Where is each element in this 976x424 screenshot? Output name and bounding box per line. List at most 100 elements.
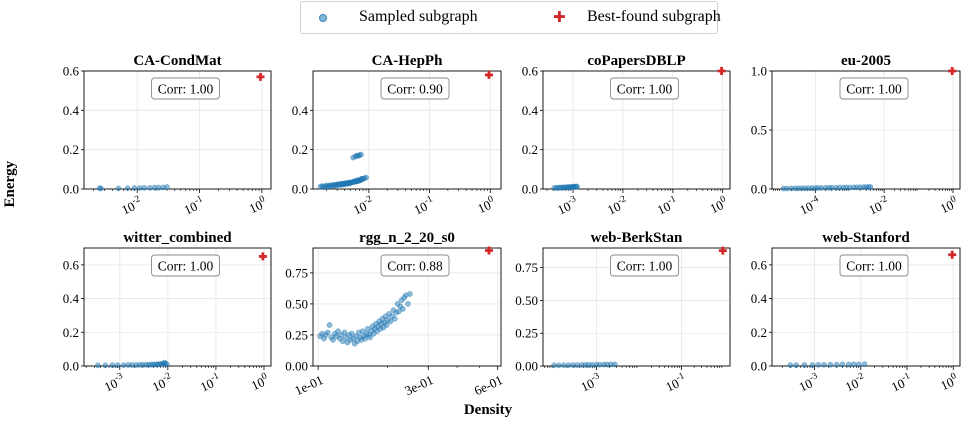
corr-box (151, 254, 220, 277)
sampled-point (574, 183, 580, 190)
sampled-point (850, 361, 857, 368)
panel-4: 0.0 0.2 0.4 0.6 10-3 10-2 10-1 100 witter_combin… (63, 230, 272, 395)
y-tick-label: 1.0 (751, 64, 767, 79)
best-marker-icon: ✚ (553, 8, 566, 26)
best-point (484, 70, 493, 79)
sampled-point (95, 362, 101, 369)
panel-title: CA-CondMat (133, 53, 221, 69)
axes-frame (312, 247, 502, 367)
sampled-point (358, 175, 365, 182)
sampled-point (560, 362, 567, 369)
best-point (948, 250, 957, 259)
x-tick-label: 10-2 (604, 194, 630, 217)
x-tick-label: 10-1 (411, 194, 437, 217)
x-tick-label: 10-2 (350, 194, 376, 217)
x-tick-label: 10-1 (663, 371, 689, 394)
x-tick-label: 1e-01 (292, 372, 325, 398)
legend-sampled-label: Sampled subgraph (359, 8, 478, 25)
y-tick-label: 0.6 (522, 64, 539, 79)
panel-title: CA-HepPh (372, 53, 443, 69)
corr-box (839, 254, 909, 277)
y-tick-label: 0.6 (751, 257, 768, 272)
panel-title: eu-2005 (841, 53, 891, 69)
x-tick-label: 6e-01 (472, 372, 505, 398)
corr-label: Corr: 1.00 (846, 259, 902, 274)
sampled-point (815, 361, 822, 368)
y-tick-label: 0.4 (522, 103, 539, 118)
best-point (258, 252, 267, 261)
x-tick-label: 10-2 (866, 194, 892, 217)
sampled-point (611, 361, 618, 368)
x-tick-label: 10-2 (149, 371, 175, 394)
x-tick-label: 10-1 (889, 371, 915, 394)
x-tick-label: 10-3 (578, 371, 604, 394)
y-tick-label: 0.50 (515, 293, 538, 308)
corr-label: Corr: 1.00 (158, 82, 214, 97)
corr-box (839, 77, 909, 100)
legend: Sampled subgraph ✚ Best-found subgraph (300, 1, 721, 34)
corr-label: Corr: 1.00 (617, 259, 673, 274)
y-tick-label: 0.4 (751, 291, 768, 306)
x-tick-label: 100 (475, 194, 498, 216)
y-tick-label: 0.0 (63, 182, 79, 197)
x-tick-label: 10-1 (654, 194, 680, 217)
x-tick-label: 100 (246, 194, 269, 216)
y-tick-label: 0.25 (285, 327, 308, 342)
y-tick-label: 0.2 (63, 325, 79, 340)
sampled-point (787, 362, 794, 369)
sampled-point (164, 184, 170, 190)
y-tick-label: 0.75 (515, 260, 538, 275)
sampled-point (335, 328, 341, 335)
x-tick-label: 10-1 (197, 371, 223, 394)
y-tick-label: 0.0 (292, 182, 308, 197)
sampled-point (801, 362, 808, 368)
corr-box (380, 77, 450, 100)
corr-label: Corr: 0.90 (387, 82, 443, 97)
sampled-point (324, 329, 331, 336)
corr-label: Corr: 0.88 (387, 259, 443, 274)
sampled-point (330, 337, 336, 343)
x-tick-label: 100 (937, 194, 960, 216)
panel-1: 0.0 0.2 0.4 10-2 10-1 100 CA-HepPh Corr: 0.90 (292, 53, 502, 218)
axes-frame (83, 70, 272, 190)
sampled-marker-icon (319, 14, 327, 22)
x-tick-label: 10-4 (797, 194, 823, 217)
y-tick-label: 0.2 (292, 142, 308, 157)
x-tick-label: 10-2 (119, 194, 145, 217)
x-tick-label: 100 (248, 371, 271, 393)
sampled-point (383, 322, 390, 328)
panel-title: coPapersDBLP (587, 53, 685, 69)
sampled-point (131, 185, 138, 191)
sampled-point (855, 361, 862, 368)
sampled-point (405, 301, 411, 307)
sampled-point (109, 362, 116, 369)
y-tick-label: 0.2 (751, 325, 767, 340)
sampled-point (400, 306, 406, 312)
y-tick-label: 0.6 (63, 64, 80, 79)
sampled-point (392, 315, 398, 322)
y-tick-label: 0.2 (522, 142, 538, 157)
panel-6: 0.00 0.25 0.50 0.75 10-3 10-1 web-BerkStan Corr… (515, 230, 731, 395)
corr-box (151, 77, 220, 100)
y-tick-label: 0.6 (63, 257, 80, 272)
y-tick-label: 0.2 (63, 142, 79, 157)
axes-frame (542, 70, 731, 190)
sampled-point (141, 184, 148, 191)
y-tick-label: 0.0 (63, 359, 79, 374)
corr-label: Corr: 1.00 (846, 82, 902, 97)
best-point (717, 67, 726, 75)
sampled-point (114, 362, 121, 369)
best-point (718, 246, 727, 255)
y-tick-label: 0.50 (285, 296, 308, 311)
sampled-point (821, 361, 827, 368)
x-axis-label: Density (463, 402, 513, 418)
sampled-point (407, 291, 413, 297)
x-tick-label: 10-1 (181, 194, 207, 217)
y-tick-label: 0.00 (515, 359, 538, 374)
corr-label: Corr: 1.00 (158, 259, 214, 274)
y-tick-label: 0.4 (292, 103, 309, 118)
sampled-point (358, 151, 364, 158)
panel-title: web-Stanford (822, 230, 910, 246)
axes-frame (312, 70, 502, 190)
corr-box (610, 254, 679, 277)
